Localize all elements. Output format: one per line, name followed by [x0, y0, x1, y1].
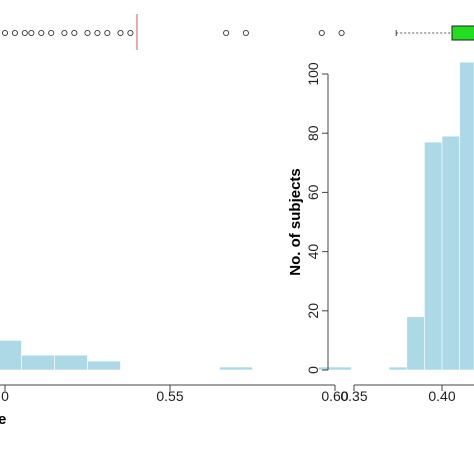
right-y-axis-title: No. of subjects	[287, 168, 304, 276]
boxplot-outlier-point	[38, 29, 45, 37]
y-tick-label: 20	[305, 303, 321, 319]
histogram-bar	[406, 316, 425, 371]
y-tick-label: 0	[305, 366, 321, 374]
y-tick-label: 100	[305, 62, 321, 86]
boxplot-outlier-point	[28, 29, 35, 37]
boxplot-outlier-point	[127, 29, 134, 37]
histogram-bar	[87, 360, 121, 371]
boxplot-outlier-point	[338, 29, 345, 37]
boxplot-outlier-point	[242, 29, 249, 37]
left-histogram-panel: 0 0.55 0.60	[0, 14, 352, 404]
x-tick-label: 0	[1, 388, 9, 404]
boxplot-outlier-point	[48, 29, 55, 37]
boxplot-outlier-point	[11, 29, 18, 37]
x-tick-label: 0.55	[156, 388, 183, 404]
histogram-bar	[388, 366, 408, 371]
boxplot-outlier-point	[223, 29, 230, 37]
histogram-bar	[318, 366, 352, 371]
boxplot-box	[451, 25, 474, 41]
y-tick-label: 40	[305, 244, 321, 260]
left-x-axis-title: e	[0, 411, 6, 428]
histogram-bar	[54, 354, 88, 371]
histogram-bar	[459, 61, 474, 371]
boxplot-outlier-point	[84, 29, 91, 37]
boxplot-outlier-point	[117, 29, 124, 37]
histogram-bar	[219, 366, 253, 371]
boxplot-outlier-point	[21, 29, 28, 37]
x-tick-label: 0.40	[428, 388, 455, 404]
boxplot-outlier-point	[71, 29, 78, 37]
right-histogram-panel: 0 20 40 60 80 100 0.35 0.40	[305, 25, 474, 404]
y-tick-label: 80	[305, 125, 321, 141]
boxplot-outlier-point	[318, 29, 325, 37]
x-tick-label: 0.60	[321, 388, 348, 404]
boxplot-outlier-point	[1, 29, 9, 37]
x-tick-label: 0.35	[340, 388, 367, 404]
boxplot-outlier-point	[94, 29, 101, 37]
boxplot-outlier-point	[61, 29, 68, 37]
y-tick-label: 60	[305, 184, 321, 200]
boxplot-outlier-point	[104, 29, 111, 37]
histogram-bar	[441, 135, 460, 371]
histogram-bar	[0, 340, 22, 371]
histogram-bar	[21, 354, 55, 371]
histogram-bar	[424, 141, 443, 371]
